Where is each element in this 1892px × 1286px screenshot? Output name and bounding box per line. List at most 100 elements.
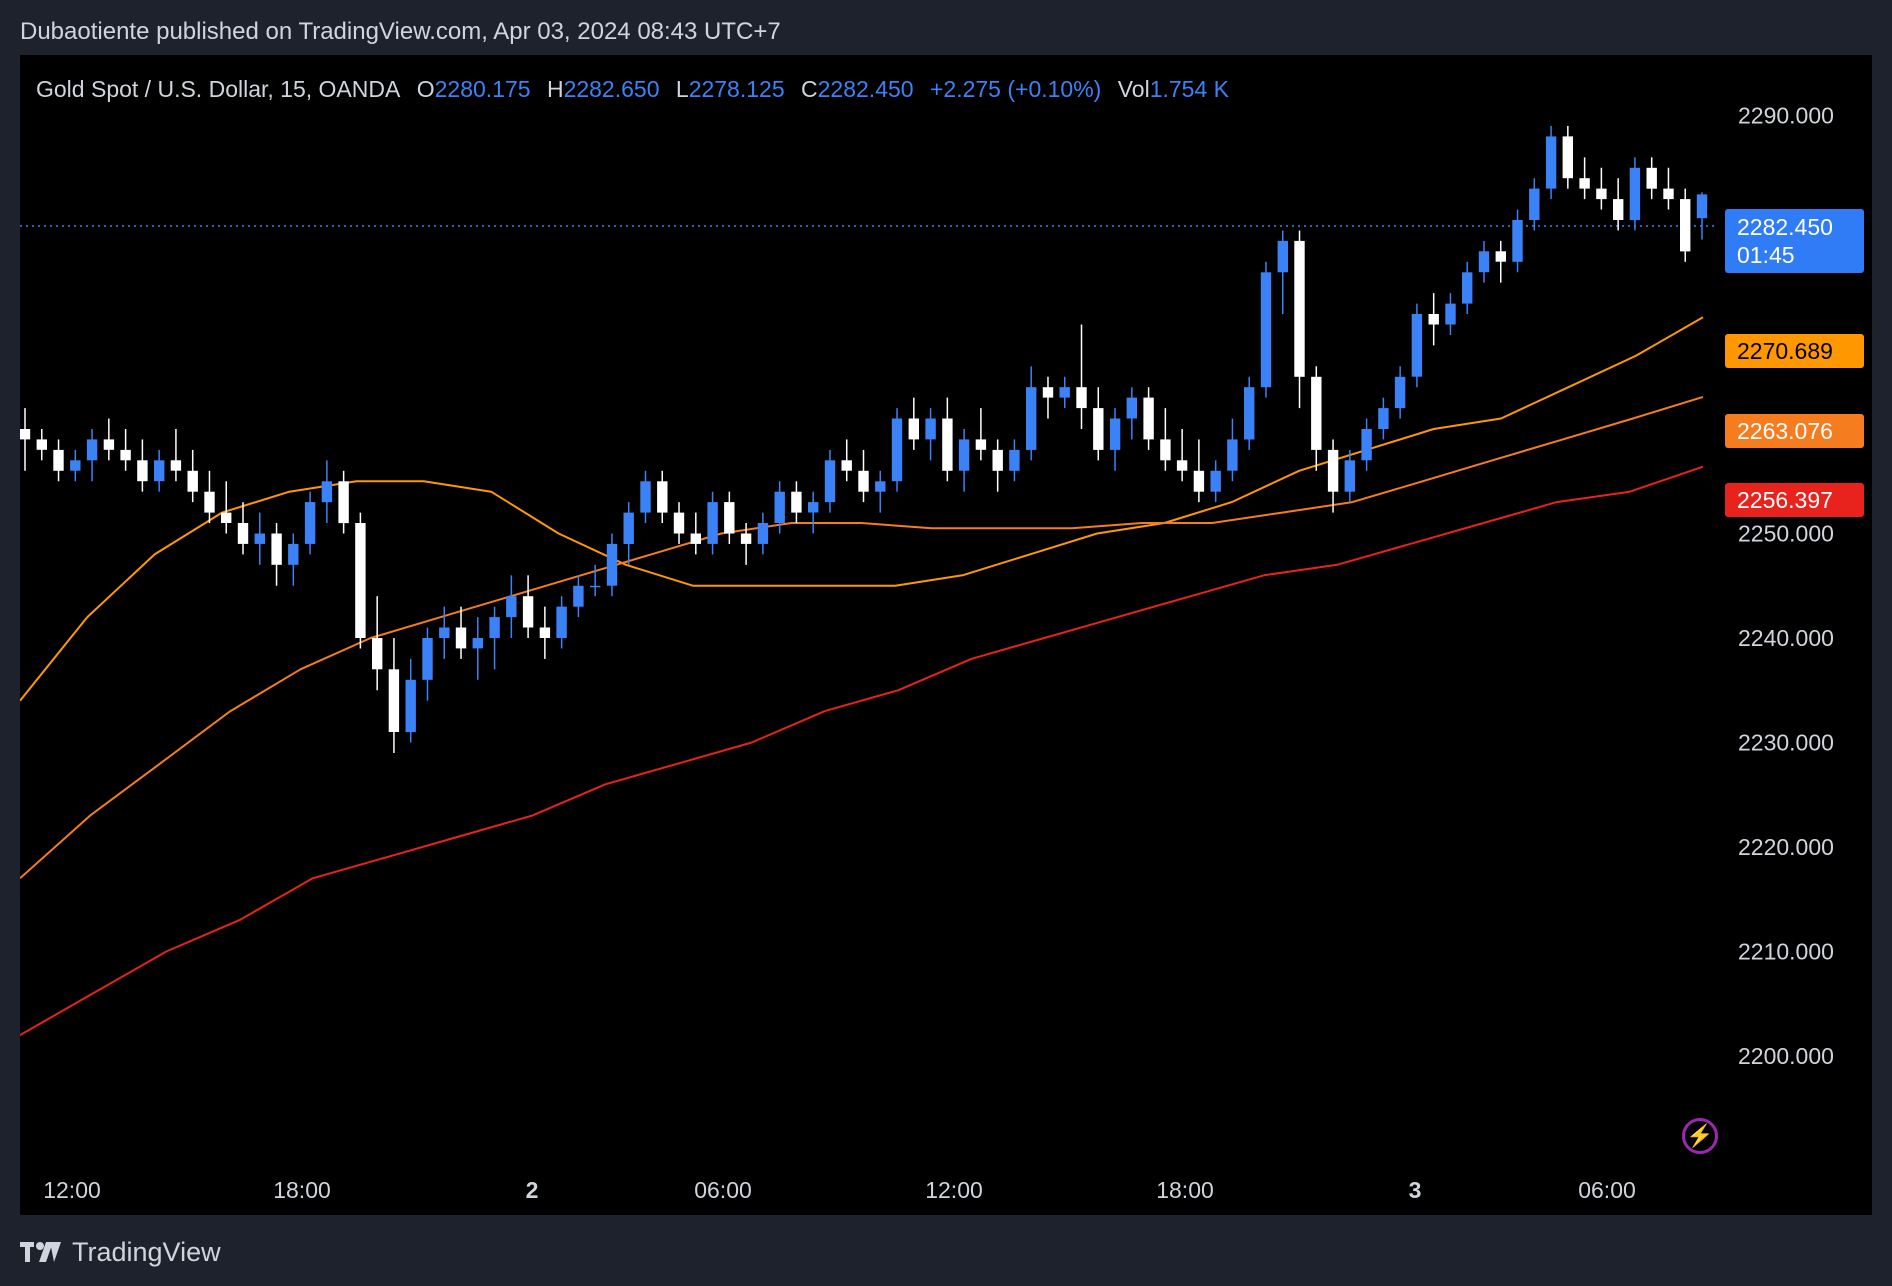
candle-body	[187, 470, 198, 492]
candle-body	[254, 533, 265, 544]
price-tick-label: 2200.000	[1738, 1043, 1834, 1069]
candle-body	[1327, 449, 1339, 492]
candle-body	[506, 596, 517, 618]
last-price-tag: 2282.450 01:45	[1725, 209, 1864, 273]
candle-body	[1210, 470, 1221, 492]
candle-body	[875, 481, 886, 492]
candle-body	[1696, 194, 1708, 219]
low-value: 2278.125	[688, 76, 785, 102]
candle-body	[1176, 460, 1188, 471]
candle-body	[1009, 449, 1020, 471]
candle-body	[1093, 408, 1104, 450]
candle-body	[841, 460, 852, 471]
change-value: +2.275 (+0.10%)	[929, 76, 1102, 102]
lightning-icon[interactable]: ⚡	[1682, 1118, 1718, 1154]
open-value: 2280.175	[434, 76, 531, 102]
candle-body	[975, 439, 987, 450]
candle-body	[137, 460, 148, 482]
candle-body	[288, 543, 299, 565]
candle-body	[1160, 439, 1171, 461]
candle-body	[724, 502, 735, 534]
time-tick-label: 2	[526, 1177, 539, 1203]
candle-body	[1596, 188, 1607, 200]
low-label: L	[675, 76, 689, 102]
candle-body	[120, 449, 131, 461]
price-tick-label: 2290.000	[1738, 103, 1834, 129]
candle-body	[808, 502, 819, 513]
time-tick-label: 06:00	[694, 1177, 752, 1203]
candle-body	[271, 533, 282, 565]
candle-body	[405, 679, 416, 733]
candle-body	[70, 460, 81, 471]
candle-body	[1311, 376, 1322, 450]
candle-body	[707, 502, 718, 544]
candle-body	[221, 512, 232, 523]
volume-label: Vol	[1117, 76, 1150, 102]
footer-brand[interactable]: TradingView	[20, 1232, 221, 1272]
candle-body	[304, 502, 316, 544]
candle-body	[1143, 397, 1154, 440]
candle-body	[942, 418, 953, 471]
time-axis[interactable]: 12:00 18:00 2 06:00 12:00 18:00 3 06:00	[43, 1177, 1636, 1203]
price-tick-label: 2230.000	[1738, 730, 1834, 756]
candle-body	[1562, 136, 1573, 179]
candle-body	[1663, 188, 1674, 200]
candle-body	[455, 627, 467, 649]
candle-body	[372, 638, 383, 670]
candle-body	[1042, 387, 1054, 398]
candle-body	[1277, 240, 1288, 273]
candle-body	[170, 460, 182, 471]
candle-body	[1260, 272, 1272, 388]
candle-body	[439, 627, 450, 638]
time-tick-label: 12:00	[925, 1177, 983, 1203]
candle-body	[1462, 272, 1473, 304]
candle-body	[690, 533, 701, 544]
ma-fast-tag: 2270.689	[1725, 334, 1864, 368]
candle-body	[1411, 314, 1423, 377]
publish-header: Dubaotiente published on TradingView.com…	[20, 18, 781, 45]
ma-line-1	[20, 395, 1704, 880]
candle-body	[338, 481, 349, 524]
candle-body	[757, 523, 769, 544]
chart-pane[interactable]: 2290.0002260.0002250.0002240.0002230.000…	[20, 55, 1872, 1215]
ma-slow-tag: 2256.397	[1725, 483, 1864, 517]
last-price-value: 2282.450	[1737, 214, 1833, 240]
candle-body	[640, 481, 651, 513]
symbol-name[interactable]: Gold Spot / U.S. Dollar, 15, OANDA	[36, 76, 401, 102]
candle-body	[154, 460, 165, 482]
price-axis[interactable]: 2290.0002260.0002250.0002240.0002230.000…	[1738, 103, 1834, 1070]
candle-body	[1394, 376, 1406, 409]
candle-body	[539, 627, 551, 638]
time-tick-label: 12:00	[43, 1177, 101, 1203]
candle-body	[103, 439, 115, 450]
candle-body	[1529, 188, 1540, 220]
candle-body	[858, 470, 869, 492]
candle-body	[1545, 136, 1557, 189]
time-tick-label: 18:00	[1156, 1177, 1214, 1203]
chart-canvas[interactable]: 2290.0002260.0002250.0002240.0002230.000…	[20, 55, 1872, 1215]
candles	[20, 125, 1708, 753]
bar-countdown: 01:45	[1737, 242, 1795, 268]
candle-body	[791, 491, 802, 513]
candle-body	[556, 606, 567, 638]
candle-body	[1076, 387, 1087, 409]
candle-body	[958, 439, 970, 471]
candle-body	[1445, 303, 1456, 325]
candle-body	[623, 512, 634, 544]
symbol-legend: Gold Spot / U.S. Dollar, 15, OANDA O2280…	[36, 73, 1229, 105]
candle-body	[1244, 387, 1255, 440]
time-tick-label: 18:00	[273, 1177, 331, 1203]
candle-body	[606, 543, 618, 586]
high-label: H	[546, 76, 564, 102]
ma-mid-tag: 2263.076	[1725, 414, 1864, 448]
ma-line-0	[20, 316, 1704, 702]
candle-body	[1193, 470, 1205, 492]
high-value: 2282.650	[563, 76, 660, 102]
price-tick-label: 2220.000	[1738, 834, 1834, 860]
volume-value: 1.754 K	[1149, 76, 1229, 102]
moving-averages	[20, 316, 1704, 1036]
candle-body	[1109, 418, 1121, 450]
close-label: C	[801, 76, 818, 102]
candle-body	[36, 439, 47, 450]
candle-body	[422, 638, 433, 680]
